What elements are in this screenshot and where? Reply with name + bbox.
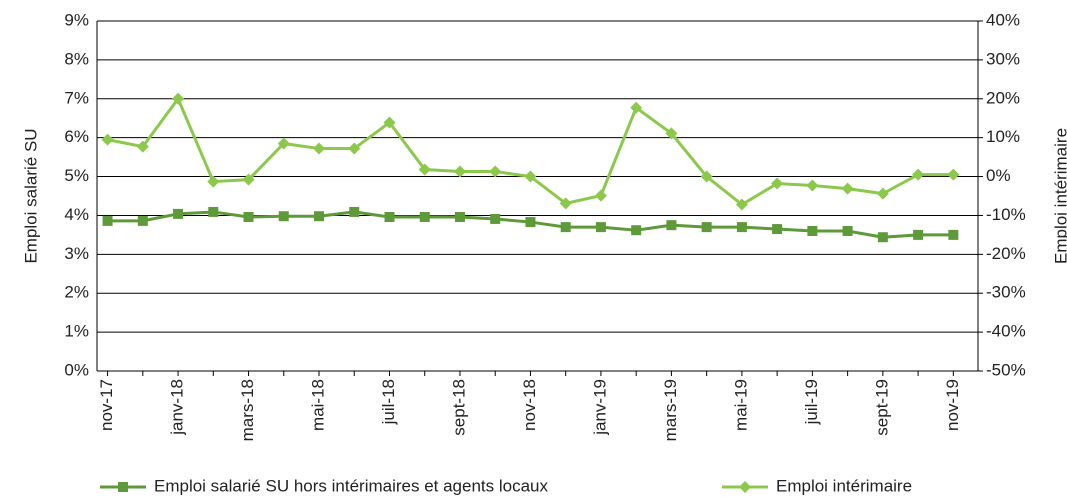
x-tick-label: sept-19 <box>872 379 891 436</box>
x-tick-label: mars-19 <box>661 379 680 441</box>
marker <box>454 212 465 222</box>
marker <box>841 182 854 195</box>
marker <box>842 226 853 236</box>
marker <box>666 220 677 231</box>
y-tick-label: 2% <box>64 283 89 302</box>
marker <box>876 187 889 200</box>
marker <box>419 212 430 222</box>
marker <box>877 232 888 243</box>
marker <box>118 482 128 492</box>
marker <box>453 165 466 178</box>
legend-label: Emploi salarié SU hors intérimaires et a… <box>154 476 549 495</box>
y-tick-label: 3% <box>64 244 89 263</box>
y2-tick-label: -20% <box>986 244 1026 263</box>
marker <box>525 217 536 228</box>
x-tick-label: janv-19 <box>590 379 609 436</box>
marker <box>172 92 185 105</box>
marker <box>595 222 606 233</box>
x-tick-label: nov-19 <box>943 379 962 431</box>
y2-tick-label: -40% <box>986 322 1026 341</box>
y2-tick-label: -30% <box>986 283 1026 302</box>
marker <box>736 222 747 233</box>
x-tick-label: juil-18 <box>379 379 398 425</box>
marker <box>208 206 219 217</box>
marker <box>806 179 819 192</box>
y2-tick-label: 20% <box>986 88 1020 107</box>
legend-label: Emploi intérimaire <box>776 476 912 495</box>
marker <box>207 175 220 188</box>
marker <box>102 215 113 226</box>
marker <box>383 116 396 129</box>
marker <box>772 224 783 235</box>
marker <box>807 226 818 236</box>
marker <box>735 198 748 211</box>
y-tick-label: 9% <box>64 10 89 29</box>
marker <box>948 229 959 240</box>
marker <box>701 222 712 233</box>
x-tick-label: janv-18 <box>168 379 187 436</box>
y2-tick-label: 0% <box>986 166 1011 185</box>
marker <box>418 163 431 176</box>
marker <box>136 140 149 153</box>
y2-tick-label: 30% <box>986 49 1020 68</box>
marker <box>348 142 361 155</box>
marker <box>490 213 501 224</box>
x-tick-label: mars-18 <box>238 379 257 441</box>
x-tick-label: sept-18 <box>449 379 468 436</box>
marker <box>560 222 571 233</box>
x-tick-label: juil-19 <box>802 379 821 425</box>
marker <box>700 170 713 183</box>
marker <box>314 211 325 222</box>
y2-tick-label: -50% <box>986 360 1026 379</box>
marker <box>947 168 960 181</box>
marker <box>771 177 784 190</box>
marker <box>349 206 360 217</box>
x-tick-label: mai-19 <box>731 379 750 431</box>
y-tick-label: 5% <box>64 166 89 185</box>
y-axis-title: Emploi salarié SU <box>21 128 40 263</box>
marker <box>277 137 290 150</box>
marker <box>912 168 925 181</box>
marker <box>594 189 607 202</box>
marker <box>559 197 572 210</box>
y2-tick-label: 40% <box>986 10 1020 29</box>
y-tick-label: 1% <box>64 322 89 341</box>
y-tick-label: 6% <box>64 127 89 146</box>
marker <box>242 173 255 186</box>
line <box>107 95 954 207</box>
marker <box>489 165 502 178</box>
x-tick-label: nov-17 <box>97 379 116 431</box>
marker <box>313 142 326 155</box>
y2-tick-label: 10% <box>986 127 1020 146</box>
marker <box>243 212 254 222</box>
y-tick-label: 8% <box>64 49 89 68</box>
marker <box>524 170 537 183</box>
marker <box>101 133 114 146</box>
marker <box>665 127 678 140</box>
marker <box>913 229 924 240</box>
y-tick-label: 0% <box>64 360 89 379</box>
y2-tick-label: -10% <box>986 205 1026 224</box>
marker <box>173 208 184 219</box>
y2-axis-title: Emploi intérimaire <box>1051 128 1067 264</box>
x-tick-label: mai-18 <box>308 379 327 431</box>
marker <box>739 481 751 493</box>
marker <box>631 225 642 236</box>
marker <box>278 211 289 222</box>
y-tick-label: 4% <box>64 205 89 224</box>
marker <box>384 212 395 222</box>
marker <box>137 215 148 226</box>
x-tick-label: nov-18 <box>520 379 539 431</box>
marker <box>630 101 643 114</box>
y-tick-label: 7% <box>64 88 89 107</box>
